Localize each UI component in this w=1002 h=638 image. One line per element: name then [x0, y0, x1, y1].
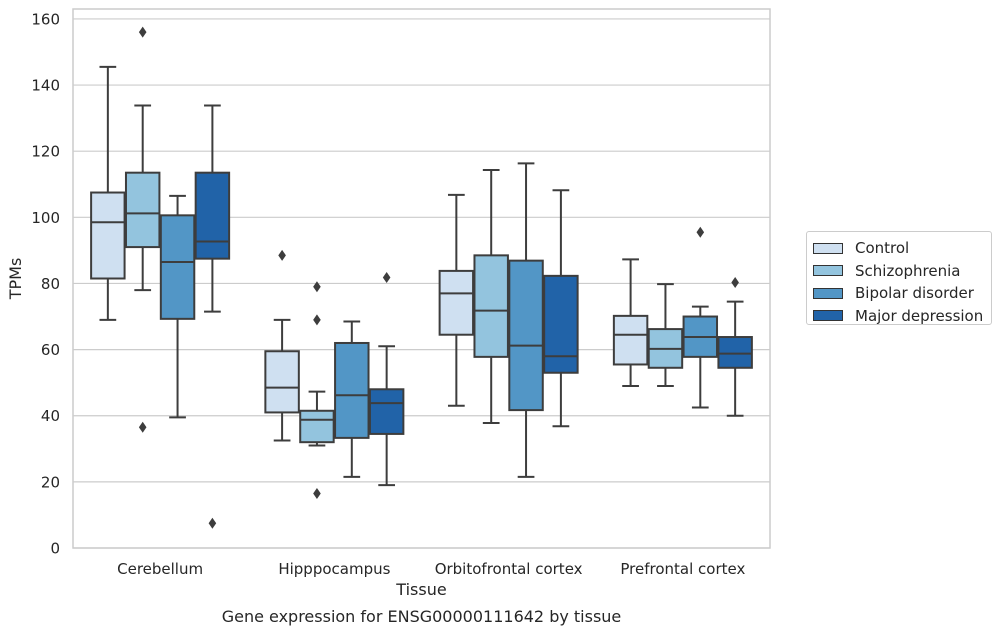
outlier-point [278, 249, 286, 261]
box-iqr [90, 191, 126, 280]
outlier-point [313, 314, 321, 326]
y-tick-label: 20 [41, 473, 60, 491]
y-tick-label: 140 [31, 77, 60, 95]
box-iqr [612, 314, 649, 366]
chart-legend: Control Schizophrenia Bipolar disorder Majo… [806, 231, 992, 325]
legend-label: Major depression [855, 306, 984, 325]
box-iqr [124, 171, 161, 249]
y-tick-label: 160 [31, 10, 60, 28]
x-axis-label: Tissue [395, 580, 446, 599]
legend-item: Bipolar disorder [813, 282, 991, 305]
box-iqr [159, 214, 196, 320]
box-iqr [334, 341, 370, 439]
legend-item: Major depression [813, 305, 991, 328]
box-iqr [543, 274, 579, 374]
box-iqr [194, 171, 231, 260]
y-tick-label: 60 [41, 341, 60, 359]
x-tick-label: Cerebellum [117, 560, 203, 578]
legend-swatch [813, 242, 843, 254]
legend-label: Bipolar disorder [855, 284, 974, 303]
legend-swatch [813, 265, 843, 277]
box-iqr [299, 409, 335, 444]
y-tick-label: 0 [50, 540, 60, 558]
outlier-point [696, 226, 705, 238]
box-iqr [717, 336, 753, 369]
x-tick-label: Hipppocampus [278, 560, 390, 578]
legend-label: Schizophrenia [855, 261, 961, 280]
outlier-point [313, 281, 321, 293]
legend-label: Control [855, 239, 910, 258]
x-tick-label: Prefrontal cortex [620, 560, 745, 578]
box-iqr [264, 350, 300, 414]
y-tick-label: 40 [41, 407, 60, 425]
y-tick-label: 120 [31, 143, 60, 161]
legend-swatch [813, 310, 843, 322]
box-iqr [508, 259, 544, 412]
box-iqr [438, 269, 475, 336]
box-iqr [368, 388, 405, 435]
y-axis-label: TPMs [6, 258, 25, 301]
legend-item: Control [813, 237, 991, 260]
outlier-point [208, 517, 217, 529]
chart-caption: Gene expression for ENSG00000111642 by t… [222, 607, 622, 626]
outlier-point [731, 276, 739, 288]
outlier-point [382, 272, 391, 284]
box-iqr [473, 254, 509, 358]
y-tick-label: 80 [41, 275, 60, 293]
x-tick-label: Orbitofrontal cortex [435, 560, 583, 578]
legend-item: Schizophrenia [813, 260, 991, 283]
outlier-point [313, 487, 321, 499]
outlier-point [138, 26, 147, 38]
legend-swatch [813, 287, 843, 299]
outlier-point [138, 421, 147, 433]
y-tick-label: 100 [31, 209, 60, 227]
plot-frame [72, 8, 771, 549]
